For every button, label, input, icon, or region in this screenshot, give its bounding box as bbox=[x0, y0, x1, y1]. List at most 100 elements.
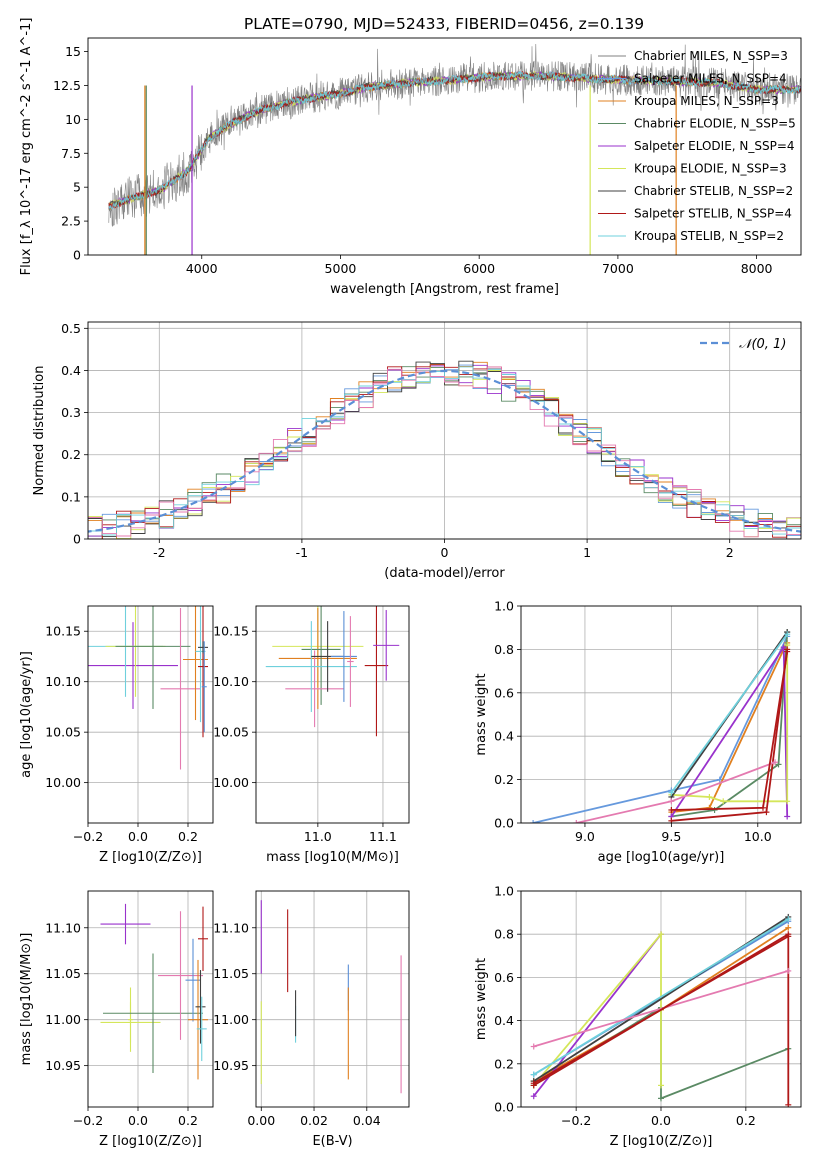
legend-label: Chabrier STELIB, N_SSP=2 bbox=[634, 184, 793, 198]
x-tick-label: 8000 bbox=[741, 261, 773, 276]
chart-weight-vs-Z: −0.2 0.0 0.2 0.0 0.2 0.4 0.6 0.8 1.0 Z [log10(Z/Z… bbox=[474, 884, 802, 1149]
x-tick-label: 4000 bbox=[186, 261, 218, 276]
plot-area bbox=[108, 43, 801, 255]
chart-age-vs-mass: 11.0 11.1 10.00 10.05 10.10 10.15 mass [log10(… bbox=[213, 605, 410, 865]
charts-layer: 4000 5000 6000 7000 800002.557.51012.515wave… bbox=[19, 18, 802, 1149]
legend-label: Chabrier MILES, N_SSP=3 bbox=[634, 49, 788, 63]
x-axis-label: Z [log10(Z/Z⊙)] bbox=[99, 1134, 202, 1149]
error-bar-point bbox=[128, 987, 133, 1052]
y-tick-label: 0.4 bbox=[494, 729, 514, 744]
x-tick-label: 6000 bbox=[463, 261, 495, 276]
y-tick-label: 10.95 bbox=[45, 1058, 81, 1073]
spectrum-legend: Chabrier MILES, N_SSP=3 Salpeter MILES, N… bbox=[598, 49, 796, 243]
weight-marker bbox=[530, 820, 537, 823]
plot-area bbox=[530, 629, 791, 823]
error-bar-point bbox=[373, 610, 400, 681]
y-axis-label: age [log10(age/yr)] bbox=[19, 651, 34, 778]
y-tick-label: 12.5 bbox=[53, 78, 81, 93]
weight-marker bbox=[759, 804, 766, 811]
error-bar-point bbox=[188, 959, 208, 1080]
y-tick-label: 10.10 bbox=[213, 674, 249, 689]
y-tick-label: 10.95 bbox=[213, 1058, 249, 1073]
error-bar-point bbox=[195, 970, 206, 1044]
axes-frame bbox=[87, 37, 802, 256]
weight-marker bbox=[720, 798, 727, 805]
error-bar-point bbox=[100, 903, 151, 945]
x-tick-label: 0.0 bbox=[651, 1113, 671, 1128]
y-tick-label: 0.0 bbox=[494, 1100, 514, 1115]
y-tick-label: 1.0 bbox=[494, 599, 514, 614]
x-tick-label: 0.00 bbox=[247, 1113, 275, 1128]
figure-title: PLATE=0790, MJD=52433, FIBERID=0456, z=0… bbox=[244, 15, 644, 33]
x-tick-label: 0.2 bbox=[178, 829, 198, 844]
y-tick-label: 2.5 bbox=[61, 214, 81, 229]
y-tick-label: 11.10 bbox=[213, 920, 249, 935]
weight-marker bbox=[530, 1080, 537, 1087]
y-axis-label: Flux [f_λ 10^-17 erg cm^-2 s^-1 A^-1] bbox=[19, 18, 34, 276]
weight-marker bbox=[784, 813, 791, 820]
plot-area bbox=[265, 606, 400, 737]
y-tick-label: 0.8 bbox=[494, 642, 514, 657]
y-tick-label: 10.15 bbox=[213, 624, 249, 639]
chart-age-vs-Z: −0.2 0.0 0.2 10.00 10.05 10.10 10.15 Z [log10(Z… bbox=[19, 605, 214, 865]
error-bar-point bbox=[278, 608, 357, 709]
x-axis-label: E(B-V) bbox=[312, 1134, 352, 1149]
y-axis-label: mass [log10(M/M⊙)] bbox=[19, 933, 34, 1066]
x-tick-label: −0.2 bbox=[73, 829, 103, 844]
x-tick-label: 9.0 bbox=[575, 829, 595, 844]
y-tick-label: 0.0 bbox=[494, 816, 514, 831]
weight-marker bbox=[658, 931, 664, 938]
axes-frame bbox=[520, 605, 802, 824]
weight-marker bbox=[785, 924, 792, 931]
y-tick-label: 0.8 bbox=[494, 927, 514, 942]
chart-residuals: -2 -1 0 1 2 0 0.1 0.2 0.3 0.4 0.5 (data-model)/erro… bbox=[32, 321, 802, 581]
weight-marker bbox=[711, 806, 718, 813]
y-tick-label: 11.05 bbox=[213, 966, 249, 981]
x-tick-label: 0.2 bbox=[178, 1113, 198, 1128]
y-tick-label: 10.10 bbox=[45, 674, 81, 689]
x-tick-label: -2 bbox=[153, 545, 165, 560]
x-tick-label: 2 bbox=[726, 545, 734, 560]
histogram-step bbox=[88, 366, 801, 539]
error-bar-point bbox=[196, 996, 207, 1062]
axes-frame bbox=[87, 605, 214, 824]
error-bar-point bbox=[198, 906, 208, 971]
legend-label: 𝒩(0, 1) bbox=[739, 337, 786, 352]
error-bar-point bbox=[88, 622, 178, 709]
legend-label: Kroupa ELODIE, N_SSP=3 bbox=[634, 162, 787, 176]
error-bar-point bbox=[115, 606, 191, 709]
weight-marker bbox=[658, 1095, 664, 1102]
spectrum-line bbox=[108, 70, 801, 210]
error-bar-point bbox=[301, 606, 341, 705]
weight-marker bbox=[785, 933, 792, 940]
weight-marker bbox=[668, 789, 675, 796]
x-axis-label: age [log10(age/yr)] bbox=[598, 850, 725, 865]
y-tick-label: 11.00 bbox=[45, 1012, 81, 1027]
weight-marker bbox=[706, 793, 713, 800]
plot-area bbox=[88, 606, 208, 770]
weight-marker bbox=[530, 1043, 537, 1050]
error-bar-point bbox=[198, 641, 208, 654]
error-bar-point bbox=[347, 616, 354, 707]
axes-frame bbox=[520, 890, 802, 1108]
y-tick-label: 0 bbox=[73, 248, 81, 263]
gaussian-curve bbox=[88, 369, 801, 533]
error-bar-point bbox=[198, 606, 208, 738]
x-axis-label: Z [log10(Z/Z⊙)] bbox=[610, 1134, 713, 1149]
x-tick-label: 0.02 bbox=[300, 1113, 328, 1128]
weight-marker bbox=[775, 761, 782, 768]
chart-spectrum: 4000 5000 6000 7000 8000 0 2.5 5 7.5 10 12.5 15 wave… bbox=[19, 18, 802, 297]
y-tick-label: 11.05 bbox=[45, 966, 81, 981]
gridlines bbox=[87, 606, 213, 823]
y-tick-label: 0.4 bbox=[61, 363, 81, 378]
y-tick-label: 11.00 bbox=[213, 1012, 249, 1027]
axes-frame bbox=[255, 605, 410, 824]
legend-label: Salpeter MILES, N_SSP=4 bbox=[634, 72, 787, 86]
weight-marker bbox=[530, 1071, 537, 1078]
chart-mass-vs-Z: −0.2 0.0 0.2 10.95 11.00 11.05 11.10 Z [log10(Z… bbox=[19, 890, 214, 1149]
axes-frame bbox=[87, 890, 214, 1108]
legend-label: Chabrier ELODIE, N_SSP=5 bbox=[634, 117, 796, 131]
weight-marker bbox=[668, 806, 675, 813]
x-tick-label: 0.0 bbox=[128, 1113, 148, 1128]
